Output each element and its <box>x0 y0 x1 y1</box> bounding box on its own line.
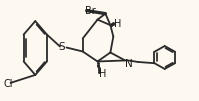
Text: N: N <box>125 59 133 69</box>
Text: H: H <box>114 19 121 29</box>
Text: Br: Br <box>85 6 96 16</box>
Text: H: H <box>100 69 107 79</box>
Text: S: S <box>59 42 65 52</box>
Text: Cl: Cl <box>4 79 13 89</box>
